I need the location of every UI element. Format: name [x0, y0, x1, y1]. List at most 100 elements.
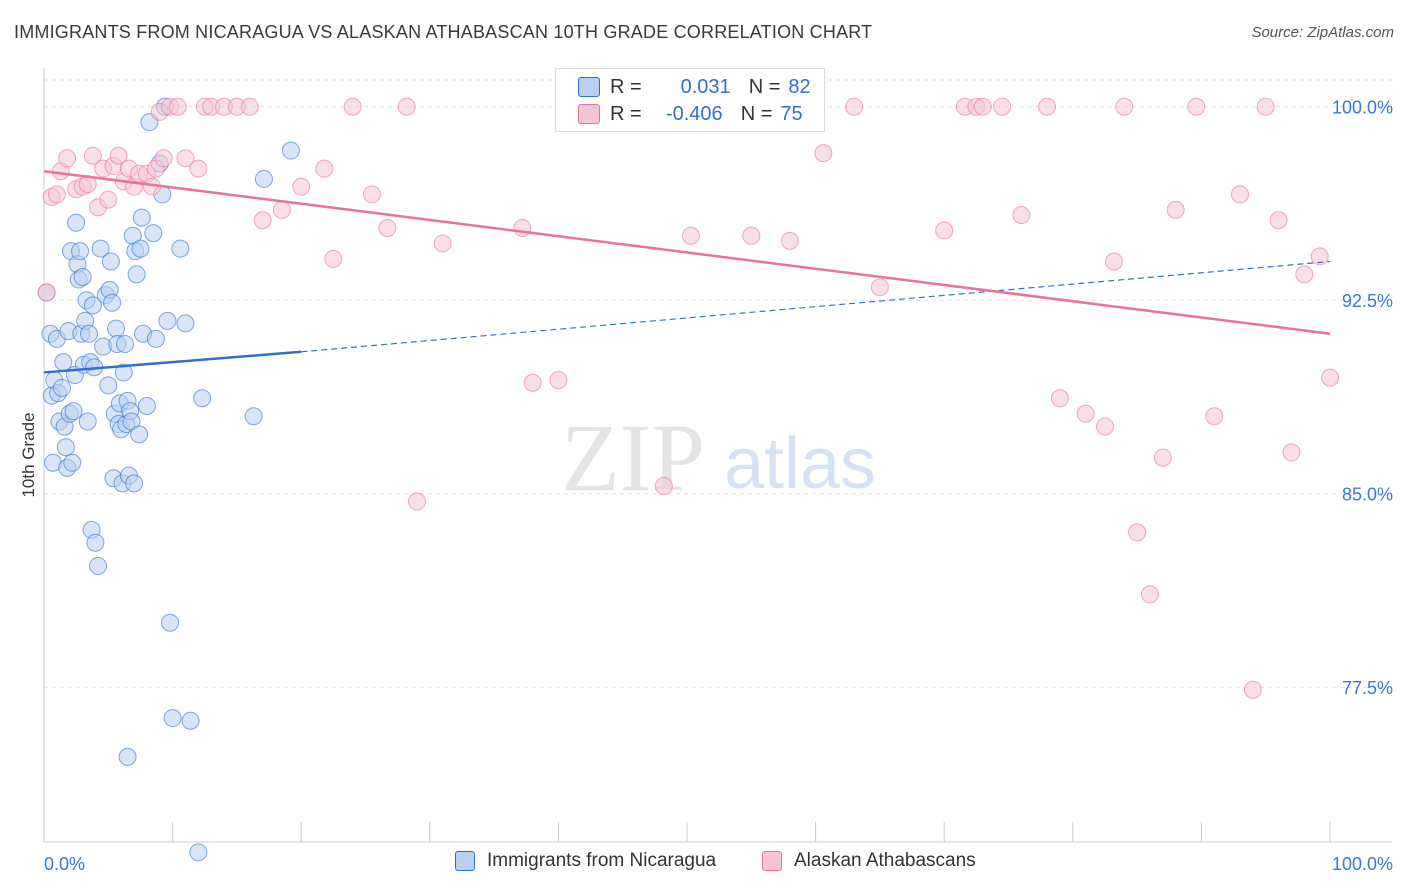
pink-point	[654, 476, 673, 495]
pink-point	[168, 97, 187, 116]
blue-point	[193, 389, 212, 408]
pink-point	[253, 211, 272, 230]
blue-point	[67, 213, 86, 232]
blue-point	[71, 242, 90, 261]
pink-point	[814, 144, 833, 163]
legend-row-blue: R = 0.031 N = 82	[578, 74, 811, 100]
pink-point	[1076, 404, 1095, 423]
series-legend-pink[interactable]: Alaskan Athabascans	[762, 850, 976, 872]
pink-point	[397, 97, 416, 116]
y-tick-label: 92.5%	[1342, 291, 1393, 311]
blue-point	[127, 265, 146, 284]
pink-point	[870, 278, 889, 297]
legend-r-label: R =	[610, 102, 642, 125]
legend-n-value-blue: 82	[788, 75, 811, 98]
blue-point	[89, 556, 108, 575]
series-label-blue: Immigrants from Nicaragua	[487, 850, 717, 871]
pink-point	[315, 159, 334, 178]
legend-r-value-blue: 0.031	[680, 75, 731, 98]
pink-point	[99, 190, 118, 209]
legend-r-value-pink: -0.406	[665, 102, 723, 125]
pink-trend-line	[43, 169, 1331, 335]
pink-point	[1153, 448, 1172, 467]
source-label: Source: ZipAtlas.com	[1251, 24, 1394, 41]
blue-trend-line	[43, 350, 302, 374]
pink-point	[240, 97, 259, 116]
pink-point	[993, 97, 1012, 116]
pink-point	[1321, 368, 1339, 387]
pink-point	[343, 97, 362, 116]
pink-point	[407, 492, 426, 511]
pink-point	[742, 226, 761, 245]
legend-r-label: R =	[610, 75, 642, 98]
legend-swatch-pink	[578, 104, 600, 124]
legend-n-label: N =	[740, 102, 773, 125]
pink-point	[1243, 680, 1262, 699]
pink-point	[176, 149, 195, 168]
pink-point	[513, 218, 532, 237]
correlation-legend: R = 0.031 N = 82 R = -0.406 N = 75	[555, 68, 825, 132]
blue-point	[144, 224, 163, 243]
blue-point	[101, 252, 120, 271]
legend-n-value-pink: 75	[780, 102, 803, 125]
pink-point	[189, 159, 208, 178]
blue-point	[53, 378, 72, 397]
pink-point	[47, 185, 66, 204]
pink-point	[1128, 523, 1147, 542]
blue-point	[114, 363, 133, 382]
pink-point	[1115, 97, 1134, 116]
pink-point	[549, 371, 568, 390]
pink-point	[37, 283, 56, 302]
pink-point	[378, 218, 397, 237]
pink-point	[292, 177, 311, 196]
blue-point	[163, 709, 182, 728]
blue-point	[171, 239, 190, 258]
blue-point	[118, 747, 137, 766]
blue-point	[181, 711, 200, 730]
pink-point	[324, 249, 343, 268]
blue-point	[83, 296, 102, 315]
pink-point	[1166, 200, 1185, 219]
blue-point	[73, 267, 92, 286]
pink-point	[681, 226, 700, 245]
blue-point	[63, 453, 82, 472]
blue-point	[189, 843, 208, 862]
pink-point	[1095, 417, 1114, 436]
pink-point	[1187, 97, 1206, 116]
blue-point	[130, 425, 149, 444]
pink-point	[1205, 407, 1224, 426]
chart-title: IMMIGRANTS FROM NICARAGUA VS ALASKAN ATH…	[14, 22, 873, 42]
pink-point	[935, 221, 954, 240]
y-tick-label: 100.0%	[1332, 98, 1393, 118]
x-tick-label: 100.0%	[1332, 854, 1393, 874]
pink-point	[1012, 206, 1031, 225]
blue-point	[244, 407, 263, 426]
pink-point	[523, 373, 542, 392]
pink-point	[973, 97, 992, 116]
blue-point	[86, 533, 105, 552]
blue-trend-extension	[301, 260, 1331, 353]
series-swatch-blue	[455, 851, 475, 871]
legend-n-label: N =	[748, 75, 781, 98]
blue-point	[125, 474, 144, 493]
pink-point	[1269, 211, 1288, 230]
blue-point	[131, 239, 150, 258]
pink-point	[780, 231, 799, 250]
watermark-zip: ZIP	[561, 404, 705, 511]
pink-point	[1256, 97, 1275, 116]
y-axis-title: 10th Grade	[19, 412, 38, 497]
pink-point	[1310, 247, 1329, 266]
blue-point	[103, 293, 122, 312]
series-legend-blue[interactable]: Immigrants from Nicaragua	[455, 850, 716, 872]
blue-point	[281, 141, 300, 160]
x-tick-label: 0.0%	[44, 854, 85, 874]
legend-row-pink: R = -0.406 N = 75	[578, 101, 803, 127]
pink-point	[433, 234, 452, 253]
blue-point	[137, 396, 156, 415]
blue-point	[254, 169, 273, 188]
y-tick-label: 77.5%	[1342, 678, 1393, 698]
pink-point	[1282, 443, 1301, 462]
pink-point	[272, 200, 291, 219]
blue-point	[99, 376, 118, 395]
blue-point	[78, 412, 97, 431]
